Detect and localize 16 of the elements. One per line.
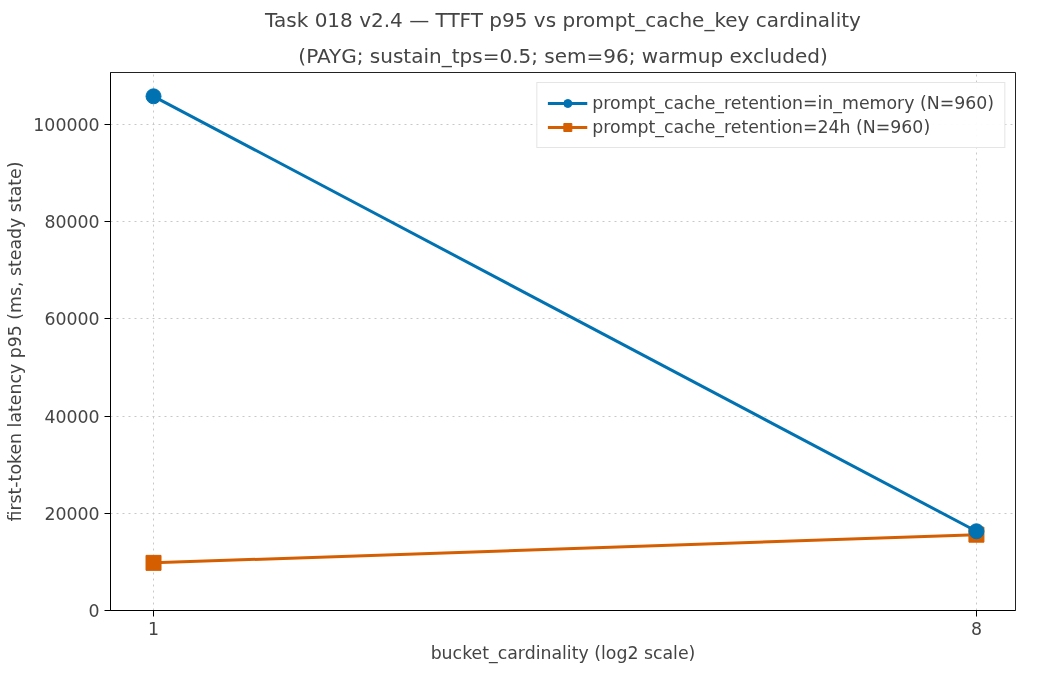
point bbox=[145, 88, 162, 105]
y-tick-label: 100000 bbox=[33, 115, 100, 135]
chart-subtitle: (PAYG; sustain_tps=0.5; sem=96; warmup excluded) bbox=[298, 43, 828, 68]
y-tick-label: 20000 bbox=[44, 503, 100, 524]
y-tick-label: 60000 bbox=[44, 309, 100, 330]
x-axis-title: bucket_cardinality (log2 scale) bbox=[430, 642, 696, 664]
legend-label: prompt_cache_retention=24h (N=960) bbox=[592, 117, 931, 137]
legend-label: prompt_cache_retention=in_memory (N=960) bbox=[592, 93, 994, 113]
y-axis-title: first-token latency p95 (ms, steady state) bbox=[5, 161, 26, 522]
x-tick-label: 8 bbox=[970, 618, 982, 639]
y-tick-label: 40000 bbox=[44, 406, 100, 427]
point bbox=[145, 554, 162, 571]
y-tick-label: 0 bbox=[88, 601, 100, 621]
x-tick-label: 1 bbox=[148, 618, 160, 639]
y-tick-label: 80000 bbox=[44, 212, 100, 233]
chart-title: Task 018 v2.4 — TTFT p95 vs prompt_cache_key cardinality bbox=[264, 7, 862, 32]
